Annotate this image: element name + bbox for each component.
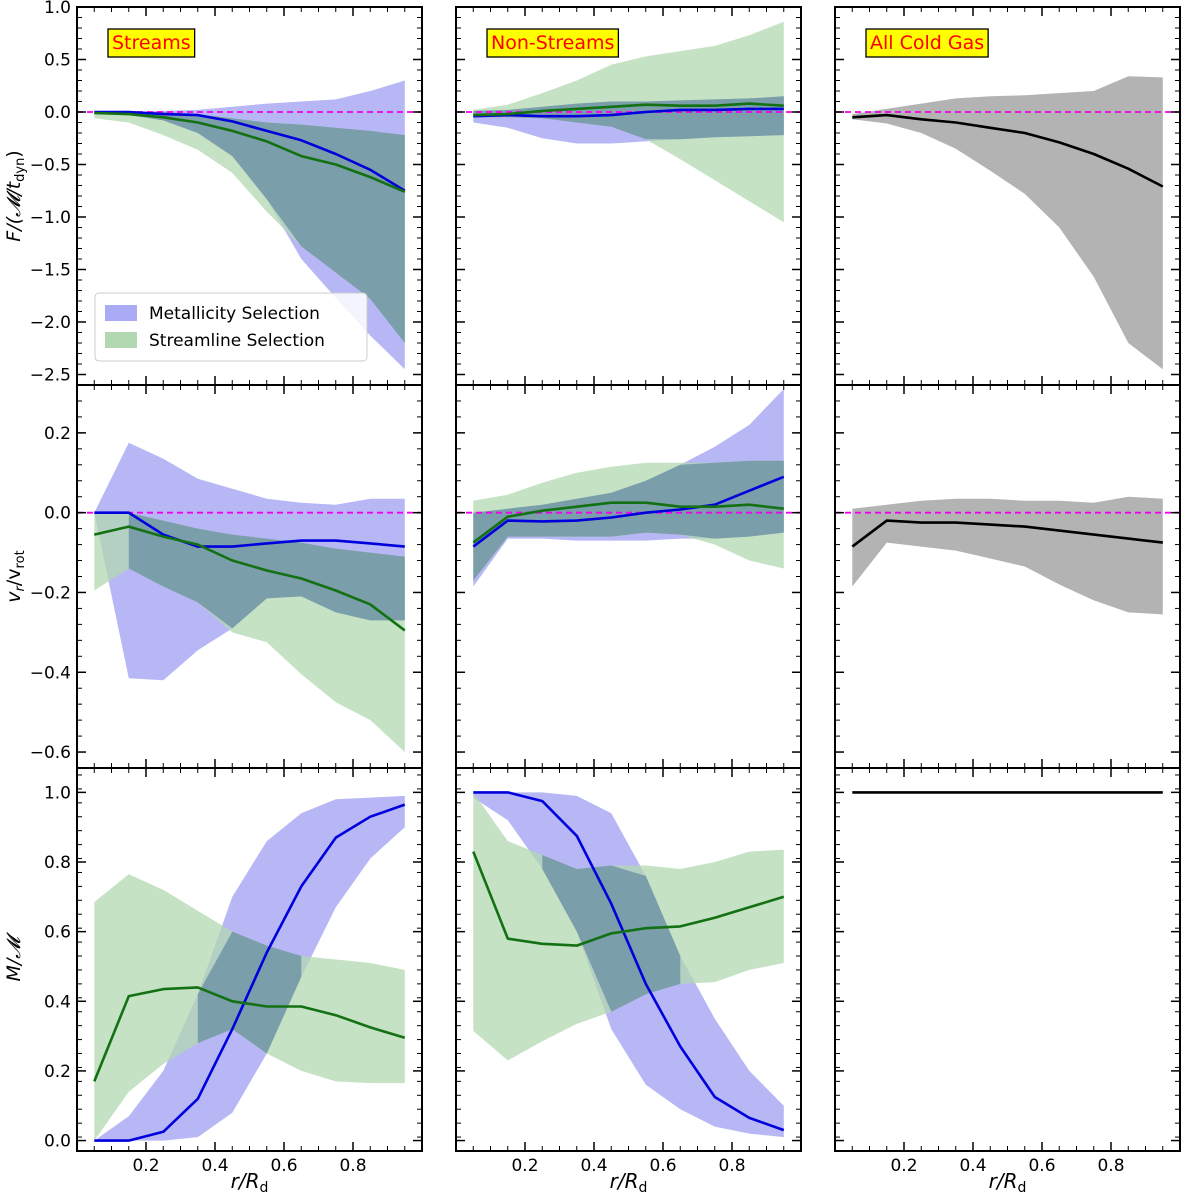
legend-entry-1: Streamline Selection	[149, 331, 325, 351]
panel-mass_fraction-1	[472, 791, 785, 1138]
x-tick-label: 0.2	[132, 1156, 159, 1176]
axes-frame-mass_fraction-0: 1.0 0.8 0.6 0.4 0.2 0.0 0.2 0.4 0.6 0.8	[44, 767, 423, 1176]
x-axis-label-1: r/Rd	[610, 1169, 648, 1196]
legend-box	[94, 292, 368, 362]
legend-swatch-1	[105, 332, 137, 348]
panel-border	[834, 767, 1181, 1152]
panel-velocity-1	[456, 389, 801, 587]
all_gas-band	[852, 496, 1163, 615]
legend: Metallicity Selection Streamline Selectio…	[94, 292, 368, 362]
x-tick-label: 0.4	[201, 1156, 228, 1176]
panel-mass_fraction-0	[93, 795, 406, 1142]
y-tick-label: −0.4	[30, 663, 71, 683]
y-tick-label: 0.2	[44, 424, 71, 444]
x-tick-label: 0.4	[580, 1156, 607, 1176]
streamline-median-line	[473, 102, 784, 117]
axes-frame-mass_fraction-2: 0.2 0.4 0.6 0.8	[834, 767, 1181, 1176]
y-tick-label: −0.6	[30, 743, 71, 763]
overlap-band	[473, 460, 784, 581]
axes-frame-flux-1	[455, 6, 802, 386]
metallicity-median-line	[94, 803, 406, 1142]
column-label-text: Non-Streams	[491, 32, 614, 54]
metallicity-median-line	[94, 110, 406, 192]
streamline-median-line	[472, 851, 785, 947]
x-axis-label-0: r/Rd	[231, 1169, 269, 1196]
y-tick-label: 0.0	[44, 504, 71, 524]
x-tick-label: 0.8	[718, 1156, 745, 1176]
y-tick-label: 0.8	[44, 853, 71, 873]
y-axis-label-velocity: vr/vrot	[3, 550, 28, 602]
streamline-median-line	[472, 501, 784, 544]
y-tick-label: 0.0	[44, 103, 71, 123]
metallicity-median-line	[94, 511, 405, 548]
y-tick-label: 0.2	[44, 1062, 71, 1082]
column-label-text: All Cold Gas	[870, 32, 984, 54]
column-label-1: Non-Streams	[486, 28, 620, 58]
y-tick-label: 0.5	[44, 51, 71, 71]
streamline-median-line	[94, 525, 406, 632]
y-tick-label: 0.4	[44, 992, 71, 1012]
all_gas-median-line	[852, 113, 1164, 188]
y-tick-label: −2.5	[30, 366, 71, 386]
x-tick-label: 0.2	[511, 1156, 538, 1176]
panel-flux-0	[77, 80, 422, 370]
metallicity-median-line	[472, 475, 785, 548]
column-label-box	[865, 28, 989, 58]
column-label-0: Streams	[107, 28, 196, 58]
panel-flux-2	[835, 76, 1180, 370]
column-label-text: Streams	[112, 32, 191, 54]
y-tick-label: −0.5	[30, 156, 71, 176]
x-tick-label: 0.6	[270, 1156, 297, 1176]
panel-velocity-2	[835, 496, 1180, 615]
panel-velocity-0	[77, 442, 422, 752]
panel-flux-1	[456, 21, 801, 223]
y-axis-label-flux: F/(𝓜/tdyn)	[3, 150, 28, 241]
all_gas-band	[852, 76, 1163, 370]
x-tick-label: 0.8	[339, 1156, 366, 1176]
column-label-box	[107, 28, 196, 58]
column-label-2: All Cold Gas	[865, 28, 989, 58]
y-tick-label: −0.2	[30, 583, 71, 603]
axes-frame-mass_fraction-1: 0.2 0.4 0.6 0.8	[455, 767, 802, 1176]
legend-entry-0: Metallicity Selection	[149, 304, 320, 324]
all_gas-median-line	[851, 519, 1163, 548]
x-tick-label: 0.6	[1028, 1156, 1055, 1176]
y-tick-label: 1.0	[44, 0, 71, 18]
x-tick-label: 0.4	[959, 1156, 986, 1176]
y-tick-label: −1.0	[30, 208, 71, 228]
metallicity-median-line	[473, 791, 785, 1132]
legend-swatch-0	[105, 305, 137, 321]
y-tick-label: 1.0	[44, 783, 71, 803]
x-axis-label-2: r/Rd	[989, 1169, 1027, 1196]
streamline-median-line	[94, 111, 406, 193]
x-tick-label: 0.6	[649, 1156, 676, 1176]
x-tick-label: 0.8	[1097, 1156, 1124, 1176]
streamline-median-line	[93, 986, 406, 1082]
overlap-band	[473, 96, 784, 140]
y-tick-label: 0.6	[44, 923, 71, 943]
metallicity-median-line	[473, 107, 784, 118]
y-tick-label: 0.0	[44, 1132, 71, 1152]
x-tick-label: 0.2	[890, 1156, 917, 1176]
overlap-band	[94, 112, 405, 343]
y-tick-label: −1.5	[30, 261, 71, 281]
column-label-box	[486, 28, 620, 58]
y-axis-label-mass: M/𝓜	[3, 932, 25, 982]
y-tick-label: −2.0	[30, 313, 71, 333]
